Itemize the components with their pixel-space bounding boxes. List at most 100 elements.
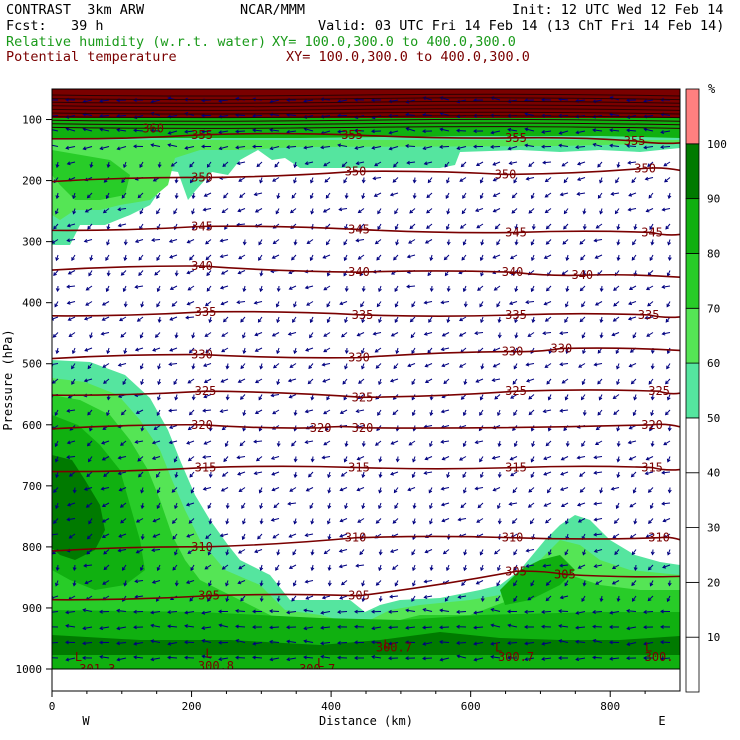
wind-arrow-head — [616, 458, 621, 463]
wind-arrow-head — [460, 396, 465, 400]
wind-arrow-head — [355, 409, 360, 414]
wind-arrow — [577, 192, 586, 195]
wind-arrow-head — [218, 146, 223, 151]
wind-arrow — [186, 580, 195, 584]
wind-arrow — [168, 642, 178, 645]
wind-arrow-head — [457, 595, 462, 599]
wind-arrow-head — [258, 241, 262, 246]
wind-arrow-head — [615, 505, 620, 510]
wind-arrow — [66, 146, 76, 149]
wind-arrow-head — [191, 210, 195, 215]
theta-contour-315 — [52, 465, 680, 473]
wind-arrow — [445, 192, 450, 199]
wind-arrow-head — [53, 225, 57, 230]
wind-arrow — [445, 595, 450, 602]
wind-arrow — [559, 625, 569, 628]
wind-arrow — [460, 347, 467, 353]
wind-arrow-head — [428, 489, 433, 494]
wind-arrow-head — [508, 301, 513, 306]
wind-arrow-head — [186, 301, 191, 306]
wind-arrow-head — [150, 623, 155, 628]
wind-arrow-head — [321, 455, 326, 460]
wind-arrow — [66, 657, 76, 661]
wind-arrow — [660, 146, 671, 148]
wind-arrow — [202, 611, 212, 614]
x-tick-label: 600 — [461, 700, 481, 713]
wind-arrow — [528, 208, 535, 214]
wind-arrow-head — [225, 505, 230, 509]
wind-arrow-head — [511, 194, 516, 199]
wind-arrow — [220, 285, 229, 289]
wind-arrow-head — [649, 582, 654, 587]
wind-arrow — [576, 130, 586, 134]
wind-arrow — [458, 518, 467, 521]
wind-arrow — [151, 640, 161, 643]
wind-arrow-head — [648, 520, 652, 524]
wind-arrow — [391, 332, 399, 337]
wind-arrow-head — [633, 396, 638, 401]
wind-arrow-head — [271, 255, 276, 259]
wind-arrow — [372, 146, 382, 149]
wind-arrow-head — [241, 505, 245, 509]
wind-arrow-head — [204, 333, 209, 337]
wind-arrow-head — [225, 396, 230, 401]
wind-arrow-head — [490, 607, 495, 612]
wind-arrow-head — [563, 427, 568, 432]
wind-arrow — [203, 208, 212, 211]
wind-arrow-head — [628, 192, 633, 197]
wind-arrow-head — [169, 347, 174, 352]
wind-arrow — [324, 177, 331, 183]
wind-arrow-head — [361, 365, 365, 370]
header-title: CONTRAST 3km ARW — [6, 2, 145, 18]
wind-arrow-head — [117, 207, 122, 212]
wind-arrow — [614, 549, 620, 555]
wind-arrow-head — [422, 656, 426, 661]
wind-arrow-head — [157, 381, 162, 386]
wind-arrow-head — [609, 610, 614, 615]
wind-arrow — [644, 128, 654, 132]
wind-arrow-head — [242, 350, 247, 355]
wind-arrow — [287, 611, 297, 614]
wind-arrow-head — [270, 517, 275, 522]
theta-label: 330 — [348, 351, 370, 365]
wind-arrow — [666, 363, 671, 369]
wind-arrow — [308, 363, 314, 369]
wind-arrow-head — [524, 143, 529, 148]
wind-arrow-head — [324, 178, 329, 183]
wind-arrow-head — [242, 520, 246, 525]
wind-arrow — [133, 129, 144, 132]
wind-arrow — [186, 440, 195, 445]
wind-arrow — [666, 301, 671, 307]
wind-arrow — [270, 129, 280, 132]
wind-arrow-head — [167, 624, 171, 629]
rh-sfc-90 — [52, 632, 680, 655]
wind-arrow-head — [632, 334, 637, 339]
wind-arrow — [173, 208, 178, 214]
wind-arrow — [85, 301, 93, 306]
wind-arrow — [219, 624, 229, 628]
wind-arrow — [394, 502, 399, 509]
wind-arrow — [202, 639, 212, 643]
wind-arrow — [612, 564, 620, 569]
wind-arrow-head — [392, 411, 397, 416]
wind-arrow — [101, 487, 110, 490]
wind-arrow-head — [561, 271, 566, 275]
wind-arrow — [338, 144, 348, 147]
wind-arrow-head — [208, 427, 213, 432]
wind-arrow-head — [541, 97, 545, 102]
wind-arrow — [203, 487, 212, 490]
wind-arrow-head — [84, 580, 89, 585]
wind-arrow-head — [238, 565, 243, 570]
wind-arrow-head — [101, 302, 106, 306]
wind-arrow-head — [82, 146, 87, 151]
wind-arrow-head — [459, 225, 464, 229]
wind-arrow-head — [388, 146, 393, 151]
wind-arrow-head — [137, 194, 142, 199]
wind-arrow-head — [406, 254, 411, 259]
wind-arrow-head — [575, 114, 580, 119]
wind-arrow-head — [269, 609, 273, 614]
wind-arrow-head — [65, 624, 70, 628]
wind-arrow-head — [644, 176, 649, 181]
wind-arrow — [561, 502, 569, 507]
wind-arrow — [270, 99, 280, 103]
